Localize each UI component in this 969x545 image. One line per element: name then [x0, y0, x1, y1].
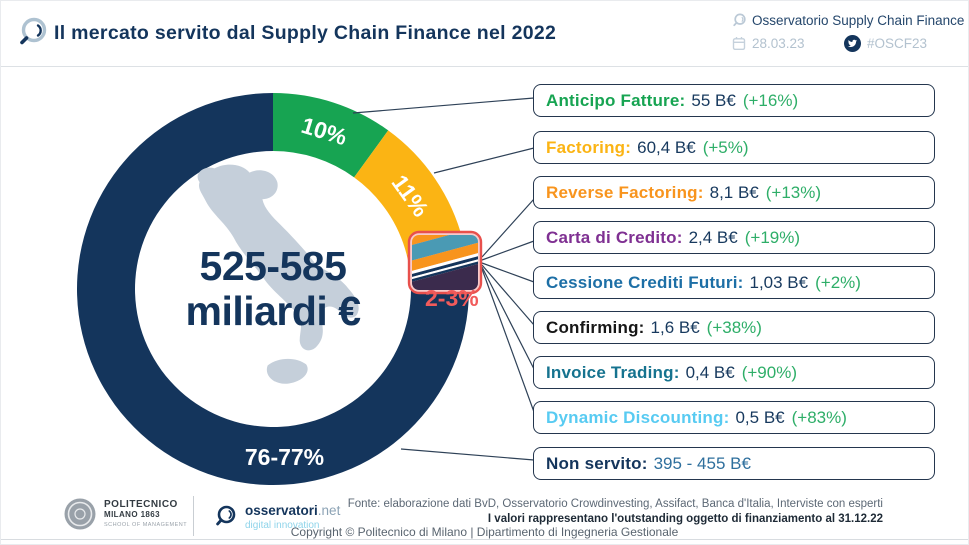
- legend-box-reverse-factoring: Reverse Factoring: 8,1 B€ (+13%): [533, 176, 935, 209]
- twitter-icon: [844, 35, 861, 52]
- legend-growth: (+16%): [742, 90, 799, 110]
- calendar-icon: [732, 37, 746, 50]
- copyright-text: Copyright © Politecnico di Milano | Dipa…: [290, 525, 679, 539]
- donut-segment-factoring: [354, 130, 463, 255]
- osservatori-logo: osservatori.net digital innovation: [214, 502, 340, 531]
- cluster-share-label: 2-3%: [425, 285, 479, 311]
- legend-label: Non servito:: [546, 453, 648, 473]
- politecnico-school: SCHOOL OF MANAGEMENT: [104, 522, 188, 528]
- source-text: Fonte: elaborazione dati BvD, Osservator…: [347, 498, 883, 510]
- legend-box-dynamic-discounting: Dynamic Discounting: 0,5 B€ (+83%): [533, 401, 935, 434]
- brand-label: Osservatorio Supply Chain Finance: [752, 13, 965, 28]
- legend-box-invoice-trading: Invoice Trading: 0,4 B€ (+90%): [533, 356, 935, 389]
- hashtag-label: #OSCF23: [867, 36, 928, 51]
- date-label: 28.03.23: [752, 36, 805, 51]
- legend-value: 1,03 B€: [749, 272, 809, 292]
- legend-box-factoring: Factoring: 60,4 B€ (+5%): [533, 131, 935, 164]
- italy-map-silhouette: [197, 164, 359, 384]
- bottom-divider: [1, 539, 968, 540]
- osservatori-tld: .net: [317, 503, 341, 518]
- legend-growth: (+2%): [815, 272, 861, 292]
- donut-segment-anticipo-fatture: [273, 93, 389, 178]
- legend-box-anticipo-fatture: Anticipo Fatture: 55 B€ (+16%): [533, 84, 935, 117]
- legend-box-non-servito: Non servito: 395 - 455 B€: [533, 447, 935, 480]
- osservatori-magnifier-icon: [216, 505, 236, 525]
- legend-label: Factoring:: [546, 137, 632, 157]
- legend-box-cessione-crediti-futuri: Cessione Crediti Futuri: 1,03 B€ (+2%): [533, 266, 935, 299]
- legend-growth: (+90%): [741, 362, 797, 382]
- donut-segment-non-servito: [77, 93, 470, 485]
- legend-value: 0,5 B€: [735, 407, 785, 427]
- legend-box-carta-di-credito: Carta di Credito: 2,4 B€ (+19%): [533, 221, 935, 254]
- legend-growth: (+38%): [706, 317, 762, 337]
- observatory-brand: Osservatorio Supply Chain Finance: [732, 13, 964, 28]
- legend-growth: (+5%): [702, 137, 749, 157]
- legend-label: Cessione Crediti Futuri:: [546, 272, 744, 292]
- legend-label: Invoice Trading:: [546, 362, 680, 382]
- legend-value: 2,4 B€: [688, 227, 738, 247]
- osservatori-name: osservatori: [245, 503, 318, 518]
- legend-value: 55 B€: [691, 90, 736, 110]
- legend-value: 1,6 B€: [650, 317, 700, 337]
- politecnico-name: POLITECNICO: [104, 499, 178, 510]
- source-note-block: Fonte: elaborazione dati BvD, Osservator…: [348, 497, 883, 527]
- legend-value: 395 - 455 B€: [653, 453, 751, 473]
- ring-label-non-servito: 76-77%: [245, 444, 324, 470]
- footer-divider: [193, 496, 194, 536]
- donut-center-total: 525-585 miliardi €: [148, 244, 398, 334]
- values-note: I valori rappresentano l'outstanding ogg…: [487, 513, 883, 525]
- legend-label: Confirming:: [546, 317, 645, 337]
- magnifier-logo-icon: [20, 17, 47, 45]
- legend-label: Dynamic Discounting:: [546, 407, 730, 427]
- osservatori-tagline: digital innovation: [245, 520, 320, 531]
- legend-growth: (+83%): [791, 407, 847, 427]
- legend-label: Anticipo Fatture:: [546, 90, 686, 110]
- politecnico-seal-icon: [64, 498, 96, 530]
- legend-box-confirming: Confirming: 1,6 B€ (+38%): [533, 311, 935, 344]
- politecnico-logo: POLITECNICO MILANO 1863 SCHOOL OF MANAGE…: [63, 497, 187, 531]
- legend-growth: (+19%): [744, 227, 801, 247]
- legend-value: 0,4 B€: [685, 362, 735, 382]
- center-value: 525-585: [199, 243, 347, 289]
- legend-value: 60,4 B€: [637, 137, 696, 157]
- legend-growth: (+13%): [765, 182, 822, 202]
- page-title: Il mercato servito dal Supply Chain Fina…: [54, 22, 557, 44]
- politecnico-sub: MILANO 1863: [104, 510, 160, 519]
- legend-label: Carta di Credito:: [546, 227, 683, 247]
- legend-label: Reverse Factoring:: [546, 182, 704, 202]
- header-divider: [1, 66, 968, 67]
- magnifier-small-icon: [733, 13, 746, 27]
- legend-value: 8,1 B€: [709, 182, 759, 202]
- meta-row: 28.03.23 #OSCF23: [732, 35, 927, 52]
- center-unit: miliardi €: [185, 288, 361, 334]
